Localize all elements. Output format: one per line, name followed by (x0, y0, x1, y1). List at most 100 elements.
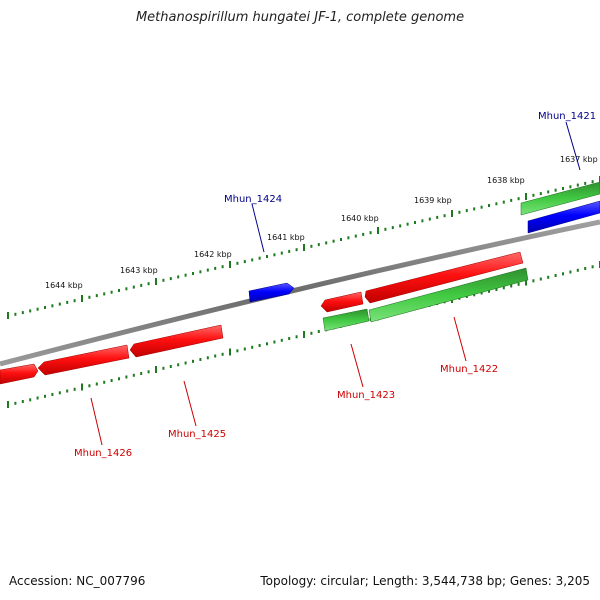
gene-label-mhun-1421[interactable]: Mhun_1421 (538, 111, 596, 122)
lower-ring-tick (169, 365, 172, 368)
lower-ring-tick (303, 331, 305, 338)
upper-ring-tick (502, 200, 505, 204)
lower-ring-tick (236, 349, 239, 353)
lower-ring-tick (295, 335, 298, 339)
lower-ring-tick (192, 359, 194, 363)
upper-ring-tick (51, 304, 54, 308)
lower-ring-tick (273, 340, 276, 344)
upper-ring-tick (391, 226, 394, 230)
upper-ring-tick (428, 217, 431, 221)
upper-ring-tick (362, 232, 365, 236)
upper-ring-tick (221, 265, 224, 269)
upper-ring-tick (584, 181, 587, 185)
lower-ring-tick (488, 289, 490, 293)
lower-ring-tick (103, 380, 106, 384)
lower-ring-tick (266, 342, 268, 346)
lower-ring-tick (517, 282, 520, 286)
upper-ring-tick (325, 241, 328, 245)
upper-ring-tick (480, 205, 483, 209)
upper-ring-tick (44, 306, 46, 309)
upper-ring-tick (539, 192, 542, 196)
upper-ring-tick (236, 261, 239, 265)
upper-ring-tick (532, 193, 535, 197)
lower-ring-tick (532, 279, 535, 283)
lower-ring-tick (206, 356, 209, 360)
upper-ring-tick (88, 295, 91, 299)
gene-label-mhun-1425[interactable]: Mhun_1425 (168, 429, 226, 440)
upper-ring-tick (488, 204, 490, 207)
upper-ring-tick (125, 287, 128, 291)
upper-ring-tick (132, 285, 135, 289)
lower-ring-tick (480, 291, 483, 295)
upper-ring-tick (14, 312, 17, 316)
upper-ring-tick (140, 283, 143, 287)
lower-ring-tick (199, 358, 202, 361)
upper-ring-tick (347, 236, 350, 240)
upper-tick-ring (7, 176, 600, 319)
lower-ring-tick (29, 398, 32, 402)
upper-ring-tick (317, 243, 320, 247)
upper-ring-tick (243, 260, 246, 264)
lower-ring-tick (547, 275, 550, 279)
upper-ring-tick (377, 227, 379, 234)
lower-ring-tick (73, 387, 76, 391)
gene-mhun-1421-arrow[interactable] (527, 200, 600, 234)
upper-ring-tick (451, 210, 453, 217)
upper-ring-tick (384, 227, 387, 231)
upper-ring-tick (280, 251, 283, 255)
upper-ring-tick (199, 270, 202, 274)
gene-mhun-1427-arrow[interactable] (0, 363, 39, 385)
gene-mhun-1423-arrow[interactable] (320, 291, 364, 313)
lower-ring-tick (584, 267, 587, 270)
lower-ring-tick (258, 344, 261, 347)
kbp-tick-1641: 1641 kbp (267, 233, 305, 242)
upper-ring-tick (369, 231, 372, 235)
lower-ring-tick (110, 379, 113, 382)
leader-mhun-1424 (251, 203, 265, 253)
gene-mhun-1421-cds[interactable] (520, 181, 600, 216)
upper-ring-tick (303, 244, 305, 251)
gene-label-mhun-1426[interactable]: Mhun_1426 (74, 448, 132, 459)
upper-ring-tick (547, 190, 550, 194)
lower-ring-tick (310, 331, 313, 335)
gene-labels: Mhun_1421 Mhun_1422 Mhun_1423 Mhun_1424 … (74, 111, 596, 459)
gene-label-mhun-1424[interactable]: Mhun_1424 (224, 194, 282, 205)
accession-text: Accession: NC_007796 (9, 574, 146, 588)
kbp-tick-1644: 1644 kbp (45, 281, 83, 290)
upper-ring-tick (7, 312, 9, 319)
upper-ring-tick (58, 302, 61, 306)
leader-mhun-1423 (350, 343, 364, 388)
lower-ring-tick (569, 270, 572, 274)
upper-ring-tick (510, 198, 513, 202)
gene-mhun-1423-cds[interactable] (322, 308, 370, 332)
upper-ring-tick (414, 221, 416, 224)
lower-ring-tick (66, 389, 69, 393)
gene-mhun-1422-arrow[interactable] (364, 251, 524, 304)
lower-ring-tick (591, 265, 594, 269)
upper-ring-tick (155, 278, 157, 285)
upper-ring-tick (206, 268, 209, 272)
gene-mhun-1426-arrow[interactable] (37, 344, 130, 376)
lower-ring-tick (280, 338, 283, 342)
lower-ring-tick (502, 286, 505, 290)
kbp-tick-1638: 1638 kbp (487, 176, 525, 185)
gene-mhun-1425-arrow[interactable] (129, 324, 224, 358)
upper-ring-tick (421, 219, 424, 223)
upper-ring-tick (591, 180, 594, 184)
upper-ring-tick (443, 214, 446, 218)
upper-ring-tick (21, 311, 24, 315)
gene-mhun-1422-cds[interactable] (368, 267, 529, 323)
upper-ring-tick (162, 278, 165, 282)
gene-label-mhun-1423[interactable]: Mhun_1423 (337, 390, 395, 401)
gene-label-mhun-1422[interactable]: Mhun_1422 (440, 364, 498, 375)
upper-ring-tick (465, 209, 468, 213)
upper-ring-tick (147, 282, 150, 286)
lower-ring-tick (140, 372, 143, 375)
upper-ring-tick (332, 239, 335, 243)
upper-ring-tick (354, 234, 357, 238)
lower-ring-tick (251, 345, 254, 349)
gene-mhun-1424-arrow[interactable] (248, 282, 295, 303)
upper-ring-tick (95, 294, 98, 298)
leader-mhun-1421 (565, 121, 581, 171)
upper-ring-tick (458, 210, 461, 214)
